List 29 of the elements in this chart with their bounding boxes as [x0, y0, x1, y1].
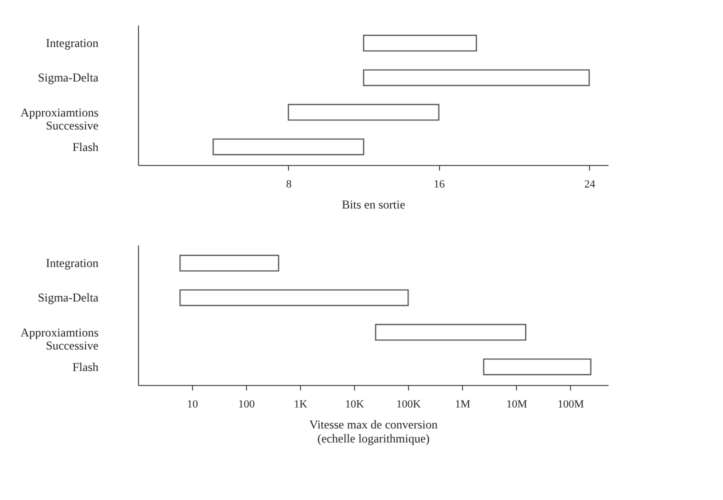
x-axis-title: Vitesse max de conversion (echelle logarithmique): [309, 418, 438, 446]
y-tick-label: Flash: [72, 360, 98, 374]
bar: [375, 324, 526, 341]
x-tick-label: 8: [286, 178, 292, 190]
y-tick-label: Sigma-Delta: [38, 290, 100, 305]
y-tick-label: Integration: [46, 256, 98, 270]
bar: [363, 34, 477, 52]
bar: [483, 358, 592, 376]
x-tick-label: 1K: [294, 398, 308, 410]
y-tick-label: Flash: [72, 140, 98, 154]
y-tick-label: Approxiamtions Successive: [20, 325, 99, 352]
x-tick-label: 10K: [345, 398, 364, 410]
x-tick-label: 100K: [396, 398, 421, 410]
bar: [363, 69, 590, 86]
x-tick-label: 100: [238, 398, 256, 410]
x-axis-title: Bits en sortie: [342, 198, 406, 212]
x-tick-label: 24: [584, 178, 596, 190]
y-tick-label: Integration: [46, 36, 98, 50]
x-tick-label: 10M: [506, 398, 528, 410]
x-tick-label: 1M: [455, 398, 471, 410]
x-tick-label: 10: [187, 398, 199, 410]
bar: [179, 289, 409, 306]
y-tick-label: Approxiamtions Successive: [20, 105, 99, 132]
x-tick-label: 16: [434, 178, 446, 190]
bar: [212, 138, 364, 156]
y-tick-label: Sigma-Delta: [38, 70, 100, 85]
x-tick-label: 100M: [558, 398, 584, 410]
bar: [179, 254, 280, 272]
bar: [288, 104, 440, 121]
